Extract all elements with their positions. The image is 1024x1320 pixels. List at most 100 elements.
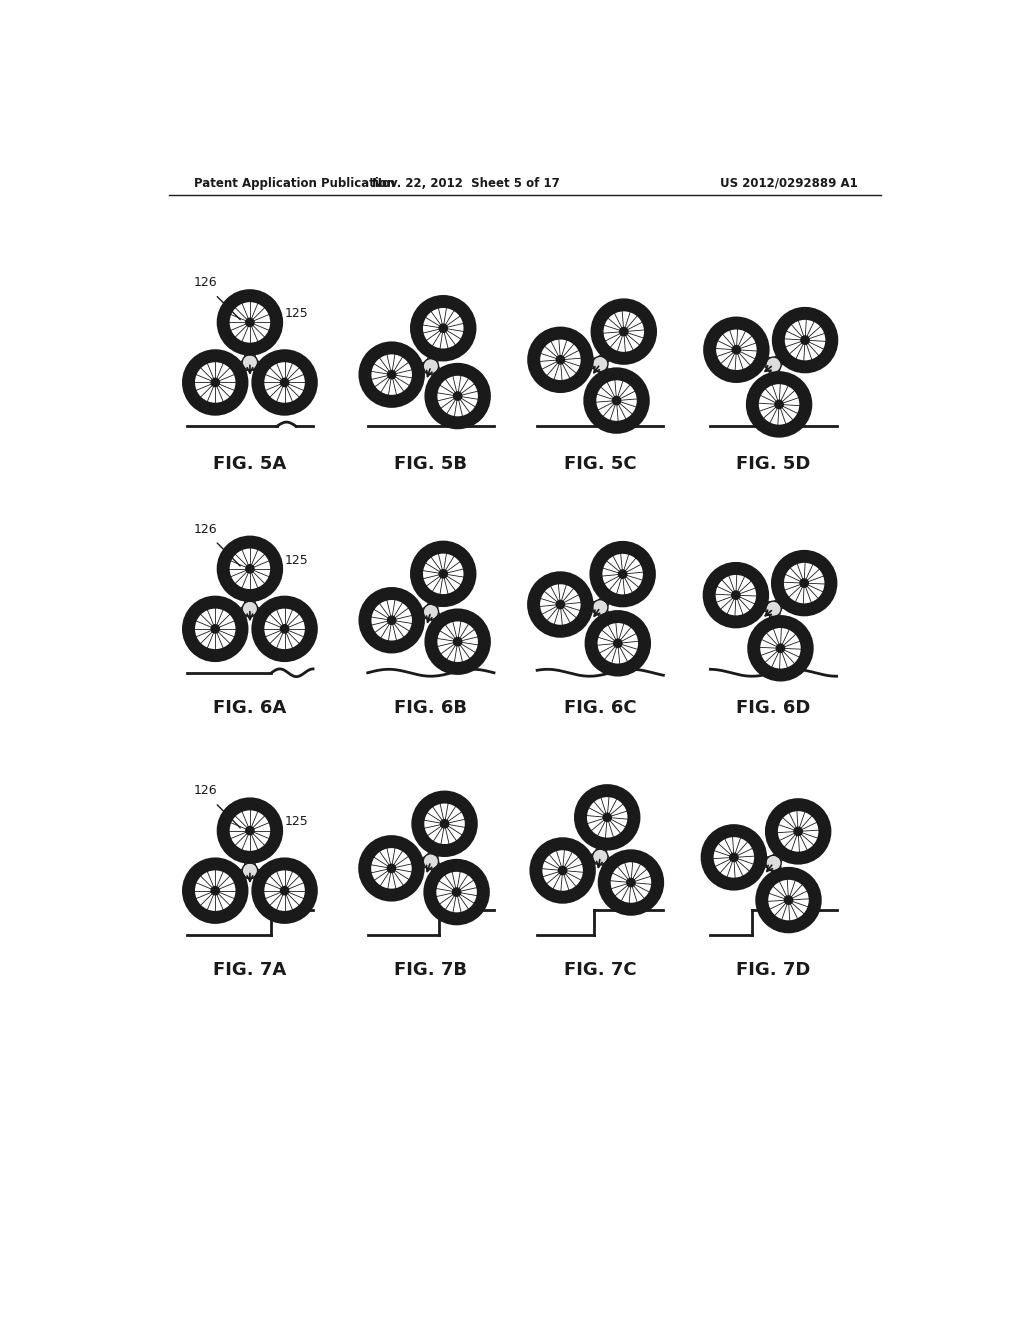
Text: US 2012/0292889 A1: US 2012/0292889 A1 [721, 177, 858, 190]
Circle shape [770, 804, 826, 859]
Polygon shape [391, 360, 432, 376]
Circle shape [246, 826, 254, 834]
Circle shape [593, 599, 608, 615]
Circle shape [784, 896, 793, 904]
Circle shape [429, 865, 484, 920]
Polygon shape [391, 606, 432, 622]
Circle shape [387, 616, 396, 624]
Circle shape [243, 863, 258, 878]
Text: FIG. 6C: FIG. 6C [564, 700, 637, 717]
Text: 126: 126 [194, 276, 217, 289]
Circle shape [532, 333, 588, 388]
Text: 126: 126 [194, 523, 217, 536]
Circle shape [387, 865, 395, 873]
Circle shape [222, 294, 278, 350]
Circle shape [387, 371, 396, 379]
Circle shape [243, 601, 258, 616]
Circle shape [187, 863, 243, 919]
Circle shape [794, 828, 803, 836]
Circle shape [775, 400, 783, 409]
Polygon shape [560, 602, 601, 614]
Polygon shape [735, 593, 775, 614]
Polygon shape [594, 817, 609, 858]
Circle shape [766, 356, 781, 372]
Circle shape [454, 638, 462, 645]
Circle shape [243, 355, 258, 370]
Text: FIG. 7D: FIG. 7D [736, 961, 811, 978]
Text: 125: 125 [285, 553, 308, 566]
Polygon shape [426, 362, 459, 397]
Text: FIG. 6A: FIG. 6A [213, 700, 287, 717]
Circle shape [593, 356, 608, 372]
Circle shape [766, 855, 781, 871]
Circle shape [423, 359, 438, 374]
Circle shape [732, 346, 740, 354]
Polygon shape [425, 824, 446, 863]
Polygon shape [769, 830, 800, 867]
Circle shape [730, 853, 738, 862]
Polygon shape [247, 866, 286, 892]
Polygon shape [560, 358, 601, 370]
Circle shape [532, 577, 588, 632]
Polygon shape [595, 573, 625, 611]
Circle shape [423, 605, 438, 619]
Circle shape [580, 789, 635, 845]
Circle shape [753, 620, 808, 676]
Circle shape [613, 639, 622, 647]
Text: FIG. 5A: FIG. 5A [213, 455, 287, 473]
Circle shape [453, 888, 461, 896]
Circle shape [222, 541, 278, 597]
Circle shape [187, 355, 243, 411]
Polygon shape [768, 861, 791, 900]
Circle shape [454, 392, 462, 400]
Polygon shape [425, 327, 445, 368]
Polygon shape [595, 605, 620, 644]
Text: Patent Application Publication: Patent Application Publication [194, 177, 395, 190]
Circle shape [776, 556, 831, 611]
Text: FIG. 5D: FIG. 5D [736, 455, 811, 473]
Circle shape [281, 624, 289, 634]
Polygon shape [244, 830, 256, 871]
Circle shape [364, 841, 419, 896]
Circle shape [612, 396, 621, 405]
Text: 126: 126 [194, 784, 217, 797]
Polygon shape [768, 607, 782, 648]
Text: FIG. 7B: FIG. 7B [394, 961, 467, 978]
Circle shape [556, 601, 564, 609]
Circle shape [776, 644, 784, 652]
Circle shape [800, 579, 808, 587]
Polygon shape [425, 573, 445, 614]
Polygon shape [595, 362, 618, 401]
Circle shape [440, 820, 449, 828]
Circle shape [439, 325, 447, 333]
Circle shape [558, 866, 567, 875]
Polygon shape [247, 358, 286, 384]
Circle shape [732, 591, 740, 599]
Polygon shape [391, 855, 432, 870]
Circle shape [709, 568, 764, 623]
Circle shape [620, 327, 628, 335]
Circle shape [187, 601, 243, 656]
Polygon shape [426, 858, 458, 894]
Circle shape [246, 565, 254, 573]
Circle shape [589, 372, 644, 428]
Polygon shape [244, 569, 256, 609]
Circle shape [709, 322, 764, 378]
Circle shape [211, 887, 219, 895]
Text: FIG. 7A: FIG. 7A [213, 961, 287, 978]
Circle shape [281, 379, 289, 387]
Text: FIG. 6D: FIG. 6D [736, 700, 811, 717]
Circle shape [707, 830, 762, 886]
Circle shape [417, 796, 472, 851]
Circle shape [777, 313, 833, 368]
Circle shape [535, 842, 591, 898]
Circle shape [211, 379, 219, 387]
Polygon shape [214, 866, 253, 892]
Circle shape [416, 546, 471, 602]
Circle shape [596, 304, 651, 359]
Circle shape [246, 318, 254, 326]
Circle shape [257, 355, 312, 411]
Circle shape [257, 601, 312, 656]
Text: FIG. 5B: FIG. 5B [394, 455, 467, 473]
Circle shape [627, 878, 635, 887]
